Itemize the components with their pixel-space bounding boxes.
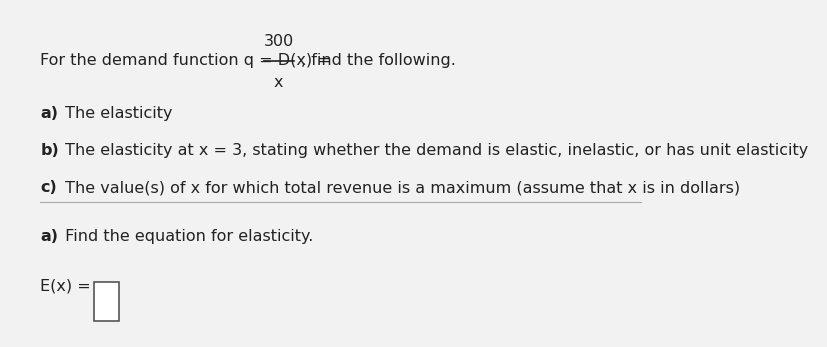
Text: For the demand function q = D(x) =: For the demand function q = D(x) = — [41, 53, 336, 68]
Text: x: x — [274, 75, 284, 90]
Text: The value(s) of x for which total revenue is a maximum (assume that x is in doll: The value(s) of x for which total revenu… — [60, 180, 740, 195]
Text: 300: 300 — [264, 34, 294, 50]
Text: E(x) =: E(x) = — [41, 278, 91, 293]
Text: c): c) — [41, 180, 57, 195]
Text: b): b) — [41, 143, 59, 158]
Text: Find the equation for elasticity.: Find the equation for elasticity. — [60, 229, 313, 244]
Text: a): a) — [41, 105, 58, 121]
Text: , find the following.: , find the following. — [301, 53, 456, 68]
Text: The elasticity: The elasticity — [60, 105, 173, 121]
FancyBboxPatch shape — [94, 282, 119, 321]
Text: a): a) — [41, 229, 58, 244]
Text: The elasticity at x = 3, stating whether the demand is elastic, inelastic, or ha: The elasticity at x = 3, stating whether… — [60, 143, 808, 158]
